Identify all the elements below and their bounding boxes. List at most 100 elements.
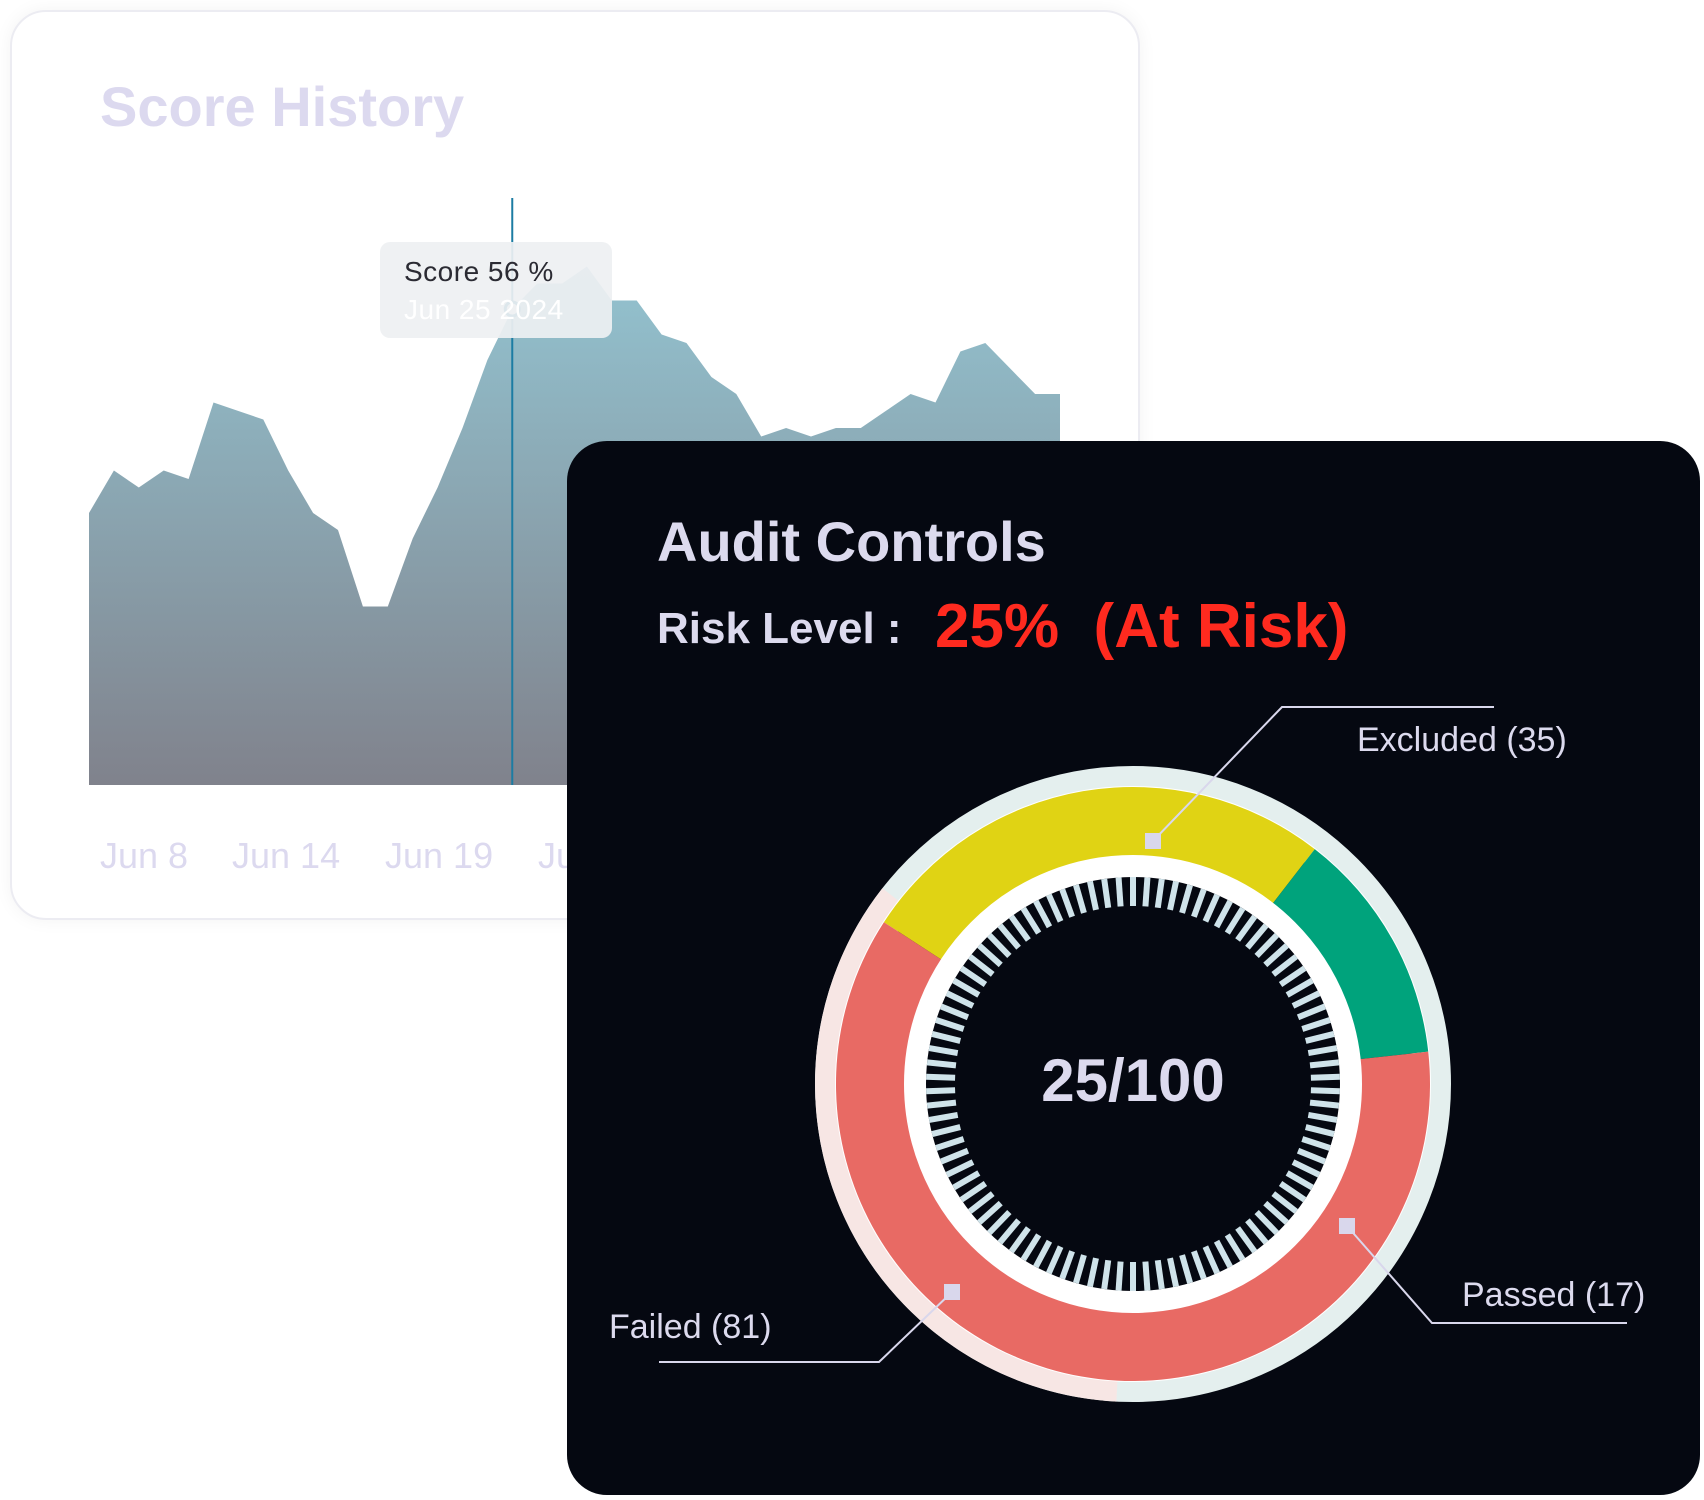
excluded-marker [1145, 833, 1161, 849]
center-score: 25/100 [1041, 1047, 1225, 1114]
donut-tick [1167, 1257, 1179, 1288]
donut-tick [1285, 977, 1314, 998]
audit-controls-title: Audit Controls [657, 510, 1046, 573]
donut-tick [926, 1099, 957, 1109]
donut-tick [1008, 914, 1031, 942]
donut-tick [1154, 878, 1165, 909]
donut-tick [1213, 1239, 1233, 1269]
donut-tick [1167, 880, 1179, 911]
donut-tick [1285, 1170, 1314, 1191]
donut-tick [997, 923, 1021, 950]
audit-controls-card: Audit Controls Risk Level : 25% (At Risk… [567, 441, 1700, 1495]
donut-tick [1309, 1059, 1340, 1069]
donut-tick [1245, 1218, 1269, 1245]
donut-tick [1213, 899, 1233, 929]
donut-tick [1142, 1261, 1151, 1291]
donut-tick [1020, 906, 1042, 935]
donut-tick [1046, 893, 1064, 923]
donut-tick [1278, 965, 1307, 987]
donut-tick-ring [926, 877, 1340, 1291]
donut-tick [1271, 954, 1298, 977]
donut-tick [935, 1136, 965, 1151]
donut-tick [959, 965, 988, 987]
donut-tick [1046, 1245, 1064, 1275]
donut-tick [926, 1087, 956, 1095]
donut-tick [1307, 1045, 1338, 1057]
donut-tick [1301, 1136, 1331, 1151]
donut-tick [1291, 990, 1321, 1009]
tooltip-score-text: Score 56 % [404, 256, 554, 287]
risk-level-label: Risk Level : [657, 604, 902, 653]
donut-tick [1254, 933, 1279, 959]
donut-tick [1310, 1087, 1340, 1095]
donut-tick [945, 990, 975, 1009]
failed-marker [944, 1284, 960, 1300]
donut-tick [1059, 1250, 1075, 1280]
donut-tick [987, 1209, 1012, 1235]
tooltip-date-text: Jun 25 2024 [404, 294, 564, 325]
donut-tick [1254, 1209, 1279, 1235]
donut-tick [1263, 943, 1289, 968]
donut-tick [1263, 1200, 1289, 1225]
donut-tick [1073, 884, 1087, 914]
passed-label: Passed (17) [1462, 1276, 1645, 1314]
donut-tick [1087, 880, 1099, 911]
donut-tick [1202, 1245, 1220, 1275]
donut-tick [1224, 1233, 1246, 1262]
donut-tick [968, 1191, 995, 1214]
donut-tick [997, 1218, 1021, 1245]
donut-tick [1235, 1226, 1258, 1254]
passed-leader-line [1346, 1225, 1627, 1324]
donut-tick [1307, 1111, 1338, 1123]
donut-tick [1296, 1147, 1327, 1165]
donut-tick [1235, 914, 1258, 942]
donut-tick [1087, 1257, 1099, 1288]
audit-donut-chart[interactable]: Excluded (35) Passed (17) Failed (81) 25… [567, 441, 1700, 1495]
donut-tick [939, 1003, 970, 1021]
donut-tick [1179, 1254, 1193, 1284]
x-tick-label: Jun 19 [385, 835, 494, 876]
donut-tick [1059, 888, 1075, 918]
score-history-title: Score History [100, 75, 465, 138]
donut-tick [1101, 878, 1112, 909]
donut-tick [1020, 1233, 1042, 1262]
donut-tick [1033, 1239, 1053, 1269]
donut-tick [1179, 884, 1193, 914]
donut-tick [987, 933, 1012, 959]
donut-tick [1008, 1226, 1031, 1254]
x-tick-label: Jun 8 [100, 835, 189, 876]
donut-tick [1291, 1159, 1321, 1178]
donut-tick [926, 1059, 957, 1069]
excluded-label: Excluded (35) [1357, 721, 1567, 759]
donut-tick [928, 1045, 959, 1057]
donut-tick [1301, 1017, 1331, 1032]
donut-tick [928, 1111, 959, 1123]
donut-tick [1191, 1250, 1207, 1280]
donut-tick [1296, 1003, 1327, 1021]
donut-slice-passed[interactable] [1270, 849, 1429, 1060]
donut-tick [1154, 1259, 1165, 1290]
failed-label: Failed (81) [609, 1308, 772, 1346]
donut-tick [1202, 893, 1220, 923]
donut-tick [959, 1181, 988, 1203]
donut-tick [945, 1159, 975, 1178]
donut-tick [977, 1200, 1003, 1225]
donut-slice-excluded[interactable] [883, 787, 1315, 962]
excluded-leader-line [1152, 706, 1494, 842]
donut-tick [1304, 1124, 1335, 1137]
donut-tick [926, 1073, 956, 1081]
donut-tick [1191, 888, 1207, 918]
donut-slice-failed[interactable] [835, 922, 1430, 1381]
donut-tick [1278, 1181, 1307, 1203]
donut-tick [1310, 1073, 1340, 1081]
donut-tick [935, 1017, 965, 1032]
donut-tick [968, 954, 995, 977]
donut-tick [1309, 1099, 1340, 1109]
donut-tick [931, 1124, 962, 1137]
donut-tick [1115, 877, 1124, 907]
donut-tick [1271, 1191, 1298, 1214]
x-tick-label: Jun 14 [232, 835, 341, 876]
donut-outer-ring-failed-tint [815, 888, 1118, 1402]
donut-tick [952, 1170, 981, 1191]
donut-tick [1224, 906, 1246, 935]
